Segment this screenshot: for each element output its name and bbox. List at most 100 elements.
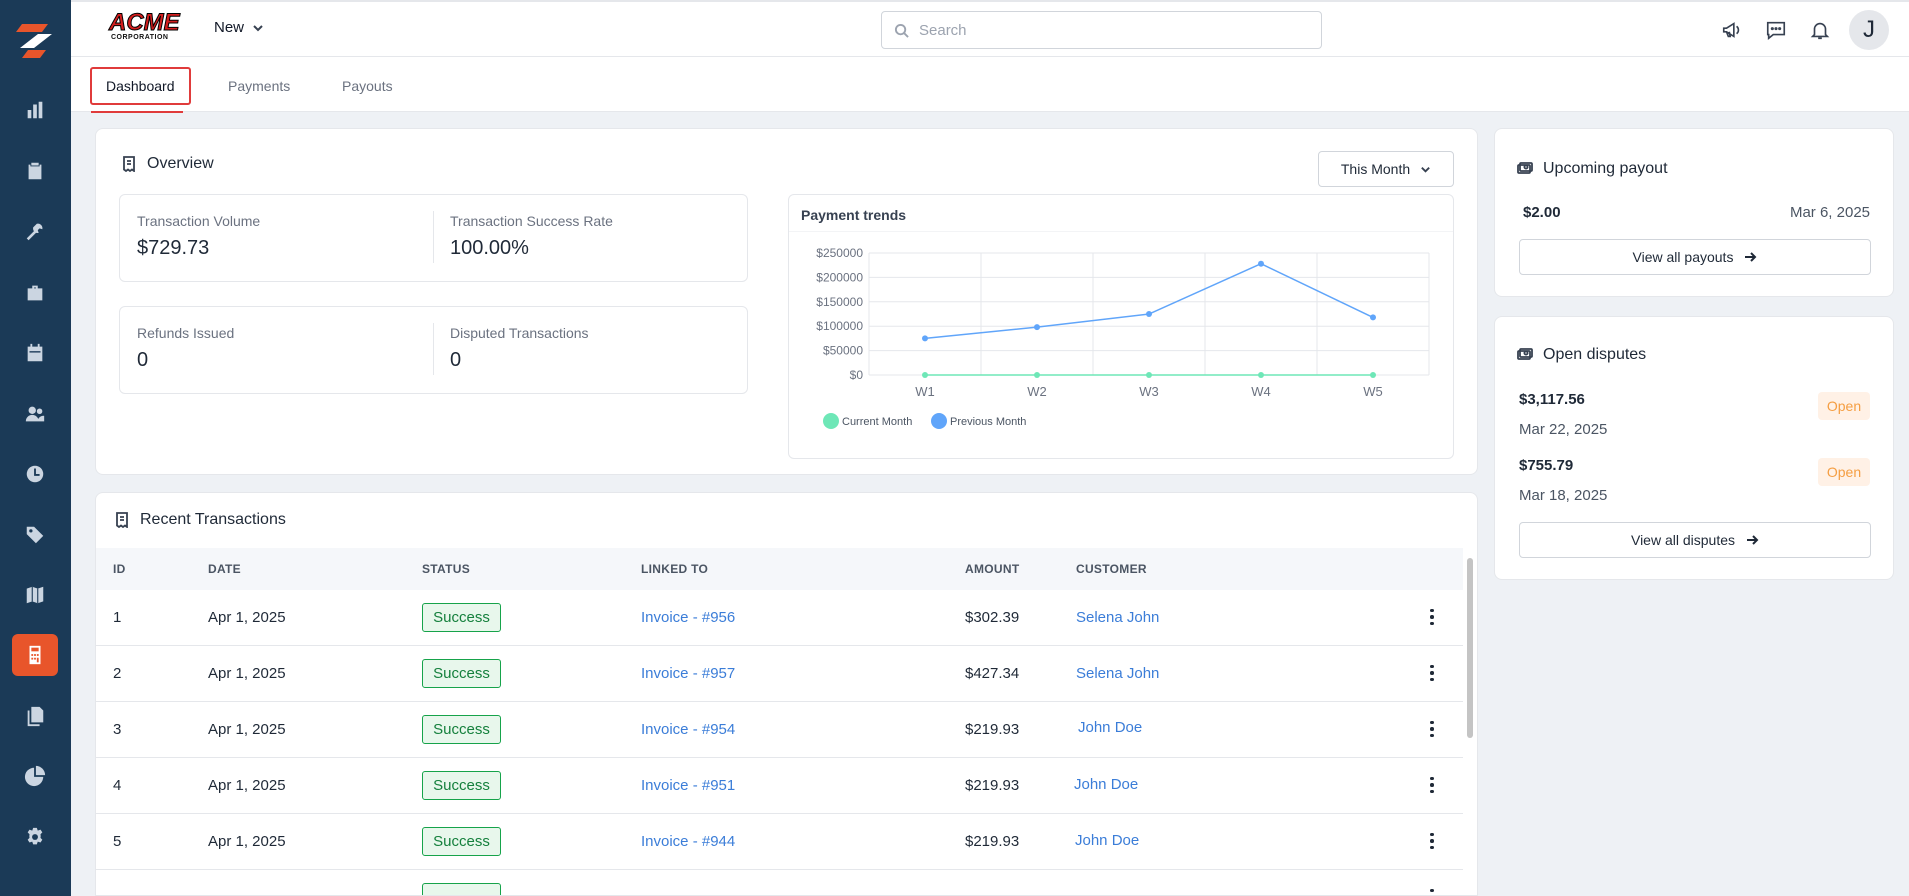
col-amount[interactable]: AMOUNT <box>965 562 1020 576</box>
row-more-icon[interactable] <box>1422 773 1442 797</box>
view-all-disputes-button[interactable]: View all disputes <box>1519 522 1871 558</box>
cell-id: 4 <box>113 777 122 794</box>
table-row[interactable]: 1 Apr 1, 2025 Success Invoice - #956 $30… <box>96 590 1463 646</box>
col-status[interactable]: STATUS <box>422 562 471 576</box>
view-all-payouts-button[interactable]: View all payouts <box>1519 239 1871 275</box>
cell-amount: $219.93 <box>965 777 1020 794</box>
cell-id: 3 <box>113 721 122 738</box>
linked-invoice-link[interactable]: Invoice - #956 <box>641 609 736 626</box>
row-more-icon[interactable] <box>1422 661 1442 685</box>
clipboard-check-icon[interactable] <box>17 153 53 189</box>
calculator-icon[interactable] <box>12 634 58 676</box>
customer-link[interactable]: John Doe <box>1075 832 1140 849</box>
data-point <box>1034 324 1040 331</box>
dispute-status-badge: Open <box>1818 458 1870 486</box>
table-row[interactable]: 4 Apr 1, 2025 Success Invoice - #951 $21… <box>96 758 1463 814</box>
disputed-transactions-stat: Disputed Transactions 0 <box>450 325 589 372</box>
files-icon[interactable] <box>17 698 53 734</box>
table-row[interactable]: 2 Apr 1, 2025 Success Invoice - #957 $42… <box>96 646 1463 702</box>
payout-amount: $2.00 <box>1523 204 1561 221</box>
overview-card: Overview This Month Transaction Volume $… <box>95 128 1478 475</box>
cell-date: Apr 1, 2025 <box>208 721 286 738</box>
stat-value: 0 <box>450 349 462 371</box>
cell-amount: $427.34 <box>965 665 1020 682</box>
pie-chart-icon[interactable] <box>17 758 53 794</box>
customer-link[interactable]: Selena John <box>1076 609 1160 626</box>
brand-name: ACME <box>109 9 181 36</box>
brand-logo[interactable]: ACME CORPORATION <box>109 9 187 44</box>
status-badge: Success <box>422 603 501 632</box>
map-icon[interactable] <box>17 577 53 613</box>
stat-group-refunds: Refunds Issued 0 Disputed Transactions 0 <box>119 306 748 394</box>
users-icon[interactable] <box>17 396 53 432</box>
announcement-megaphone-icon[interactable] <box>1717 15 1747 45</box>
y-tick-label: $150000 <box>816 295 863 309</box>
cell-date: Apr 1, 2025 <box>208 833 286 850</box>
tab-payments[interactable]: Payments <box>228 78 291 94</box>
divider <box>433 323 434 375</box>
legend-label: Previous Month <box>950 416 1026 428</box>
payment-trends-chart: Payment trends $0 $50000 $100000 $150000 $20… <box>788 194 1454 459</box>
search-box[interactable] <box>881 11 1322 49</box>
top-header: ACME CORPORATION New J <box>71 0 1909 57</box>
customer-link[interactable]: John Doe <box>1074 776 1139 793</box>
scrollbar-thumb[interactable] <box>1467 558 1473 738</box>
briefcase-icon[interactable] <box>17 275 53 311</box>
notification-bell-icon[interactable] <box>1805 15 1835 45</box>
customer-link[interactable]: John Doe <box>1078 719 1143 736</box>
dispute-date: Mar 18, 2025 <box>1519 487 1608 504</box>
open-disputes-title: Open disputes <box>1543 346 1647 363</box>
linked-invoice-link[interactable]: Invoice - #954 <box>641 721 736 738</box>
brand-subtitle: CORPORATION <box>111 34 169 41</box>
settings-gear-icon[interactable] <box>17 819 53 855</box>
stat-value: 0 <box>137 349 149 371</box>
divider <box>789 231 1453 232</box>
col-linked-to[interactable]: LINKED TO <box>641 562 709 576</box>
y-tick-label: $200000 <box>816 270 863 284</box>
search-input[interactable] <box>919 21 1299 39</box>
overview-title: Overview <box>147 155 214 172</box>
new-dropdown-button[interactable]: New <box>214 19 264 36</box>
bar-chart-icon[interactable] <box>17 92 53 128</box>
row-more-icon[interactable] <box>1422 717 1442 741</box>
table-scrollbar[interactable] <box>1465 548 1475 895</box>
customer-link[interactable]: Selena John <box>1076 665 1160 682</box>
linked-invoice-link[interactable]: Invoice - #951 <box>641 777 736 794</box>
row-more-icon[interactable] <box>1422 829 1442 853</box>
clock-icon[interactable] <box>17 456 53 492</box>
dispute-status-badge: Open <box>1818 392 1870 420</box>
period-dropdown[interactable]: This Month <box>1318 151 1454 187</box>
sidebar <box>0 0 71 896</box>
calendar-icon[interactable] <box>17 335 53 371</box>
user-avatar[interactable]: J <box>1849 10 1889 50</box>
col-customer[interactable]: CUSTOMER <box>1076 562 1147 576</box>
y-tick-label: $50000 <box>823 344 863 358</box>
header-actions: J <box>1717 10 1889 50</box>
app-logo[interactable] <box>12 18 58 64</box>
col-date[interactable]: DATE <box>208 562 241 576</box>
status-badge: Success <box>422 659 501 688</box>
receipt-icon <box>123 156 135 172</box>
stat-group-volume: Transaction Volume $729.73 Transaction S… <box>119 194 748 282</box>
col-id[interactable]: ID <box>113 562 126 576</box>
tag-icon[interactable] <box>17 517 53 553</box>
table-row[interactable]: 3 Apr 1, 2025 Success Invoice - #954 $21… <box>96 702 1463 758</box>
linked-invoice-link[interactable]: Invoice - #957 <box>641 665 736 682</box>
chart-title: Payment trends <box>801 207 907 223</box>
stat-value: $729.73 <box>137 237 210 259</box>
tools-icon[interactable] <box>17 214 53 250</box>
tab-payouts[interactable]: Payouts <box>342 78 393 94</box>
table-row-partial[interactable] <box>96 870 1463 895</box>
cash-icon <box>1517 348 1533 360</box>
y-tick-label: $250000 <box>816 246 863 260</box>
row-more-icon[interactable] <box>1422 605 1442 629</box>
row-more-icon[interactable] <box>1422 885 1442 895</box>
transactions-title: Recent Transactions <box>140 511 286 528</box>
table-row[interactable]: 5 Apr 1, 2025 Success Invoice - #944 $21… <box>96 814 1463 870</box>
data-point <box>1146 372 1152 378</box>
linked-invoice-link[interactable]: Invoice - #944 <box>641 833 736 850</box>
cell-date: Apr 1, 2025 <box>208 665 286 682</box>
chat-message-icon[interactable] <box>1761 15 1791 45</box>
upcoming-payout-card: Upcoming payout $2.00 Mar 6, 2025 View a… <box>1494 128 1894 297</box>
tab-dashboard[interactable]: Dashboard <box>90 67 191 105</box>
